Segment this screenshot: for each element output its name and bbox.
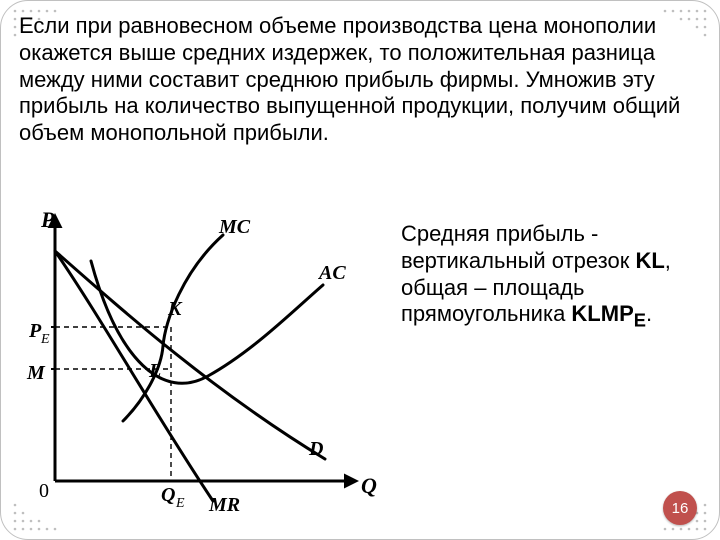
svg-text:E: E — [40, 332, 50, 347]
monopoly-profit-chart: PQ0PEMKLQEMCACDMR — [13, 201, 383, 531]
svg-text:P: P — [28, 320, 42, 342]
paragraph-legend: Средняя прибыль - вертикальный отрезок K… — [401, 221, 695, 332]
text: . — [646, 301, 652, 326]
slide-frame: Если при равновесном объеме производства… — [0, 0, 720, 540]
svg-text:Q: Q — [161, 484, 175, 506]
svg-text:AC: AC — [317, 262, 346, 284]
text: Средняя прибыль - вертикальный отрезок — [401, 221, 635, 273]
klmpe-label: KLMPE — [571, 301, 646, 326]
svg-text:K: K — [167, 298, 183, 320]
paragraph-main: Если при равновесном объеме производства… — [19, 13, 697, 147]
svg-text:L: L — [148, 360, 161, 382]
svg-text:0: 0 — [39, 480, 49, 502]
svg-text:M: M — [26, 362, 46, 384]
svg-text:MR: MR — [208, 494, 240, 516]
svg-text:MC: MC — [218, 216, 251, 238]
svg-text:D: D — [308, 438, 323, 460]
svg-text:E: E — [175, 496, 185, 511]
svg-text:P: P — [40, 207, 55, 232]
kl-label: KL — [635, 248, 664, 273]
svg-text:Q: Q — [361, 473, 377, 498]
slide-number-badge: 16 — [663, 491, 697, 525]
